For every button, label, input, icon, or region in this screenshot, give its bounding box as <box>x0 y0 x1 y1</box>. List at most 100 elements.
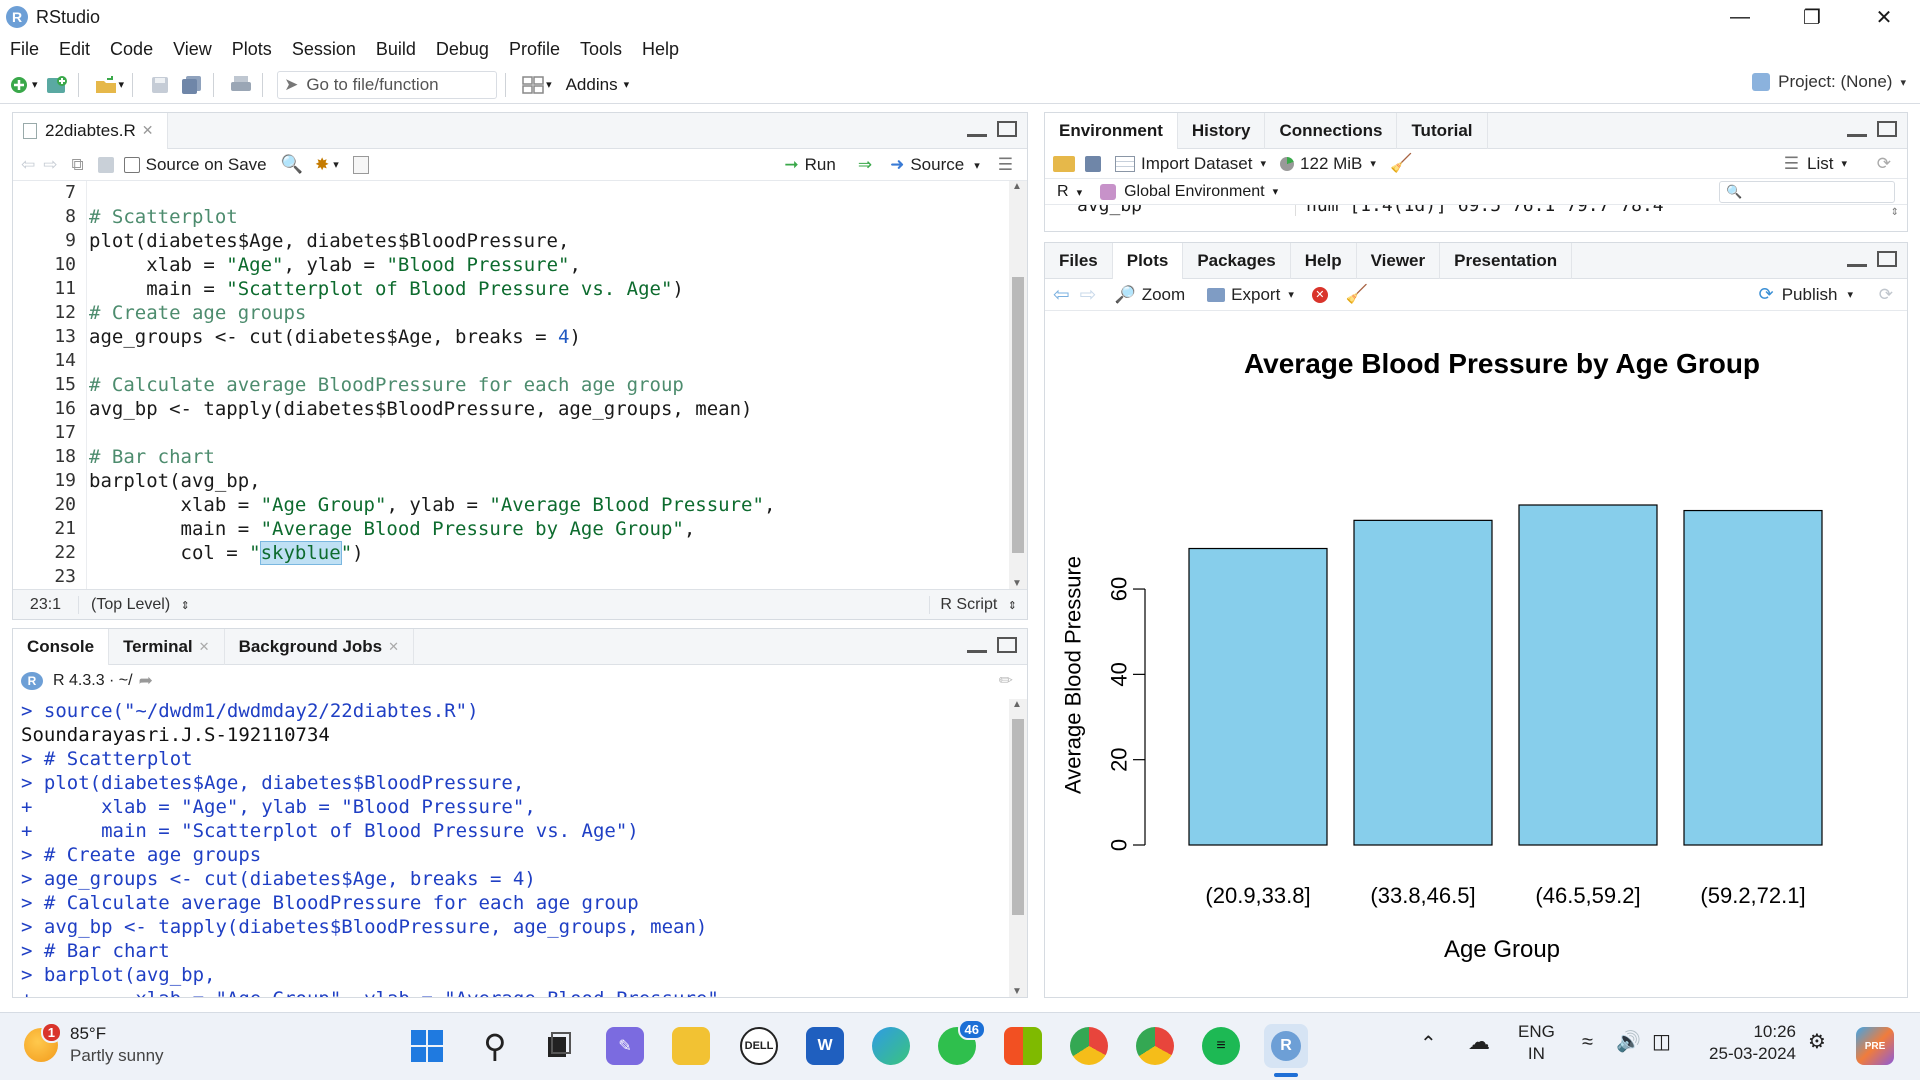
new-file-dropdown-icon[interactable]: ▾ <box>32 79 38 91</box>
wifi-icon[interactable]: ≈ <box>1582 1031 1593 1053</box>
tab-packages[interactable]: Packages <box>1183 242 1291 279</box>
clear-workspace-icon[interactable]: 🧹 <box>1389 153 1413 173</box>
back-arrow-icon[interactable]: ⇦ <box>21 154 36 174</box>
menu-plots[interactable]: Plots <box>231 38 272 59</box>
project-menu[interactable]: Project: (None) ▾ <box>1752 72 1906 92</box>
menu-build[interactable]: Build <box>375 38 416 59</box>
battery-icon[interactable]: ◫ <box>1652 1031 1671 1053</box>
scope-selector-env[interactable]: Global Environment ▾ <box>1100 183 1278 201</box>
refresh-env-icon[interactable]: ⟳ <box>1876 153 1891 173</box>
minimize-console-icon[interactable] <box>967 645 987 653</box>
tab-presentation[interactable]: Presentation <box>1440 242 1573 279</box>
close-button[interactable]: ✕ <box>1875 6 1893 29</box>
find-icon[interactable]: 🔍 <box>280 154 304 174</box>
code-tools-dropdown-icon[interactable]: ▾ <box>333 159 339 171</box>
scroll-up-icon[interactable]: ▲ <box>1012 181 1022 192</box>
go-to-file-input[interactable]: ➤ Go to file/function <box>277 70 498 99</box>
language-indicator[interactable]: ENG IN <box>1518 1021 1555 1065</box>
rerun-icon[interactable]: ⇒ <box>857 155 873 174</box>
menu-debug[interactable]: Debug <box>435 38 489 59</box>
scope-selector[interactable]: (Top Level) ⇕ <box>91 596 190 614</box>
close-tab-icon[interactable]: ✕ <box>141 122 154 138</box>
notification-icon[interactable]: ⚙ <box>1808 1031 1826 1053</box>
volume-icon[interactable]: 🔊 <box>1616 1031 1641 1053</box>
console-scroll-up-icon[interactable]: ▲ <box>1012 699 1022 710</box>
load-workspace-icon[interactable] <box>1053 155 1075 172</box>
tab-console[interactable]: Console <box>13 628 110 665</box>
clear-console-icon[interactable]: ✏ <box>998 671 1013 690</box>
rstudio-taskbar-icon[interactable]: R <box>1264 1024 1308 1068</box>
environment-search-input[interactable]: 🔍 <box>1719 181 1895 203</box>
spotify-icon[interactable]: ≡ <box>1202 1027 1240 1065</box>
clear-plots-icon[interactable]: 🧹 <box>1345 284 1369 304</box>
source-button[interactable]: ➜ Source <box>890 155 964 175</box>
addins-menu[interactable]: Addins <box>565 74 618 94</box>
save-workspace-icon[interactable] <box>1085 155 1101 172</box>
minimize-env-icon[interactable] <box>1847 129 1867 137</box>
addins-dropdown-icon[interactable]: ▾ <box>623 79 630 91</box>
new-project-icon[interactable] <box>44 72 70 98</box>
save-icon[interactable] <box>147 72 173 98</box>
file-type-selector[interactable]: R Script ⇕ <box>929 595 1017 614</box>
pane-layout-icon[interactable] <box>520 72 546 98</box>
word-icon[interactable]: W <box>806 1027 844 1065</box>
menu-view[interactable]: View <box>173 38 212 59</box>
maximize-plots-icon[interactable] <box>1877 251 1897 267</box>
next-plot-icon[interactable]: ⇨ <box>1079 284 1097 306</box>
menu-help[interactable]: Help <box>642 38 680 59</box>
search-icon[interactable]: ⚲ <box>483 1028 507 1064</box>
minimize-button[interactable]: — <box>1730 5 1750 28</box>
editor-save-icon[interactable] <box>97 156 114 173</box>
menu-file[interactable]: File <box>10 38 40 59</box>
export-button[interactable]: Export ▾ <box>1207 285 1294 305</box>
show-in-window-icon[interactable]: ⧉ <box>71 154 84 174</box>
edge-icon[interactable] <box>872 1027 910 1065</box>
publish-button[interactable]: ⟳ Publish ▾ <box>1759 284 1853 305</box>
menu-profile[interactable]: Profile <box>508 38 560 59</box>
menu-session[interactable]: Session <box>291 38 356 59</box>
microsoft-store-icon[interactable] <box>1004 1027 1042 1065</box>
source-on-save-checkbox[interactable] <box>123 156 140 173</box>
tab-tutorial[interactable]: Tutorial <box>1397 112 1488 149</box>
previous-plot-icon[interactable]: ⇦ <box>1053 284 1070 306</box>
chrome-profile-icon[interactable] <box>1070 1027 1108 1065</box>
onedrive-icon[interactable]: ☁ <box>1468 1029 1490 1054</box>
tab-viewer[interactable]: Viewer <box>1357 242 1441 279</box>
task-view-icon[interactable] <box>540 1027 578 1065</box>
tab-plots[interactable]: Plots <box>1112 242 1184 279</box>
print-icon[interactable] <box>228 72 254 98</box>
open-file-dropdown-icon[interactable]: ▾ <box>118 79 125 91</box>
close-jobs-icon[interactable]: ✕ <box>388 638 400 654</box>
zoom-button[interactable]: 🔎 Zoom <box>1115 285 1186 305</box>
tab-files[interactable]: Files <box>1045 242 1113 279</box>
remove-plot-icon[interactable]: ✕ <box>1311 286 1328 303</box>
console-scrollbar[interactable]: ▲ ▼ <box>1009 699 1027 997</box>
run-button[interactable]: ➞ Run <box>784 155 835 175</box>
tab-environment[interactable]: Environment <box>1045 112 1178 149</box>
whatsapp-icon[interactable]: 46 <box>938 1019 986 1065</box>
tab-connections[interactable]: Connections <box>1265 112 1398 149</box>
console-output[interactable]: > source("~/dwdm1/dwdmday2/22diabtes.R")… <box>13 699 1009 997</box>
minimize-plots-icon[interactable] <box>1847 259 1867 267</box>
editor-file-tab[interactable]: 22diabtes.R ✕ <box>13 112 169 149</box>
compile-report-icon[interactable] <box>352 155 369 174</box>
refresh-plot-icon[interactable]: ⟳ <box>1878 284 1893 304</box>
code-editor[interactable]: # Scatterplot plot(diabetes$Age, diabete… <box>89 181 1007 589</box>
view-mode-selector[interactable]: ☰ List ▾ <box>1784 154 1847 174</box>
menu-code[interactable]: Code <box>110 38 154 59</box>
language-selector[interactable]: R ▾ <box>1057 183 1082 201</box>
memory-usage[interactable]: 122 MiB ▾ <box>1280 154 1376 174</box>
maximize-env-icon[interactable] <box>1877 121 1897 137</box>
open-file-icon[interactable] <box>93 72 119 98</box>
restore-button[interactable]: ❐ <box>1803 6 1821 29</box>
clock[interactable]: 10:26 25-03-2024 <box>1700 1021 1796 1065</box>
weather-widget[interactable]: 1 85°F Partly sunny <box>24 1022 164 1067</box>
go-to-directory-icon[interactable]: ➦ <box>138 671 153 690</box>
pane-layout-dropdown-icon[interactable]: ▾ <box>546 79 552 91</box>
tab-help[interactable]: Help <box>1291 242 1357 279</box>
copilot-icon[interactable]: PRE <box>1856 1027 1894 1065</box>
environment-row[interactable]: avg_bp num [1:4(1d)] 69.5 76.1 79.7 78.4… <box>1045 205 1907 227</box>
env-scroll-icon[interactable]: ⇕ <box>1890 207 1899 218</box>
save-all-icon[interactable] <box>179 72 205 98</box>
new-file-icon[interactable] <box>6 72 32 98</box>
